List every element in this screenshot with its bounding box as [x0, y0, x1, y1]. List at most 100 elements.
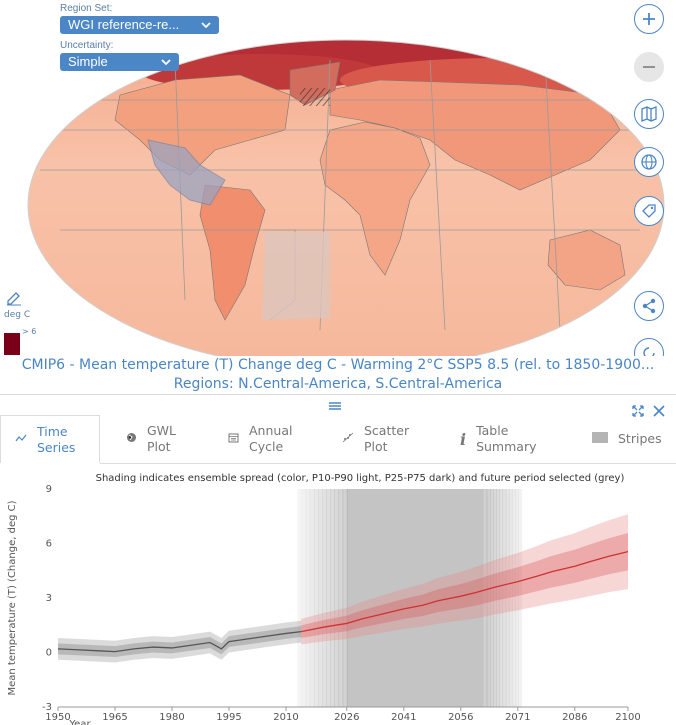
y-tick-label: 6: [46, 539, 52, 550]
x-axis-label: Year: [68, 719, 91, 725]
zoom-out-button[interactable]: [634, 52, 664, 82]
projection-button[interactable]: [634, 147, 664, 177]
tab-table-summary-label: Table Summary: [476, 423, 537, 454]
tab-annual-cycle[interactable]: Annual Cycle: [228, 415, 328, 463]
tab-scatter-plot[interactable]: Scatter Plot: [342, 415, 442, 463]
y-tick-label: 3: [46, 593, 52, 604]
caption-line-1: CMIP6 - Mean temperature (T) Change deg …: [21, 357, 655, 373]
period-shade-left: [309, 489, 315, 707]
x-tick-label: 1950: [45, 712, 70, 723]
period-shade-right: [486, 489, 491, 707]
tab-table-summary[interactable]: i Table Summary: [460, 415, 570, 463]
bottom-panel: Time Series GWL Plot Annual Cycle Scatter Pl…: [0, 394, 676, 725]
x-tick-label: 2071: [505, 712, 530, 723]
reload-icon: [643, 347, 655, 356]
period-shade-right: [508, 489, 513, 707]
close-icon: [653, 405, 665, 417]
legend-top-swatch: [4, 333, 20, 355]
x-tick-label: 2056: [448, 712, 473, 723]
x-tick-label: 1965: [102, 712, 127, 723]
map-view[interactable]: Region Set: WGI reference-re... Uncertai…: [0, 0, 676, 356]
time-series-icon: [15, 433, 27, 446]
period-shade-left: [322, 489, 327, 707]
map-layers-button[interactable]: [634, 99, 664, 129]
period-shade-left: [338, 489, 344, 707]
scatter-icon: [342, 432, 354, 446]
y-tick-label: -3: [42, 702, 52, 713]
period-shade-left: [313, 489, 319, 707]
uncertainty-label: Uncertainty:: [60, 40, 114, 51]
period-shade-left: [301, 489, 307, 707]
period-shade-right: [515, 489, 519, 707]
drag-handle[interactable]: [328, 397, 342, 416]
period-shade-right: [502, 489, 507, 707]
share-button[interactable]: [634, 291, 664, 321]
tab-stripes-label: Stripes: [618, 431, 662, 446]
period-shade-left: [297, 489, 303, 707]
tab-stripes[interactable]: Stripes: [592, 415, 672, 463]
region-set-label: Region Set:: [60, 3, 113, 14]
period-shade-right: [518, 489, 523, 707]
region-set-value: WGI reference-re...: [68, 17, 180, 32]
period-shade-right: [493, 489, 497, 707]
historical-spread-dark: [58, 626, 302, 658]
chevron-down-icon: [201, 16, 211, 41]
period-shade-left: [305, 489, 311, 707]
tab-time-series-label: Time Series: [37, 423, 76, 455]
expand-icon: [632, 405, 644, 417]
tab-annual-cycle-label: Annual Cycle: [249, 423, 293, 454]
period-shade-right: [496, 489, 500, 707]
chevron-down-icon: [161, 53, 171, 78]
future-spread-dark: [301, 532, 628, 638]
zoom-out-icon: [643, 66, 655, 68]
tab-scatter-plot-label: Scatter Plot: [364, 423, 410, 454]
period-shade-right: [512, 489, 516, 707]
y-axis-label: Mean temperature (T) (Change, deg C): [7, 500, 18, 695]
legend-top-label: > 6: [22, 327, 37, 336]
hamburger-icon: [329, 402, 341, 410]
map-caption: CMIP6 - Mean temperature (T) Change deg …: [0, 356, 676, 394]
world-map[interactable]: [0, 0, 676, 356]
tab-gwl-plot[interactable]: GWL Plot: [126, 415, 216, 463]
share-icon: [642, 298, 656, 314]
period-shade-left: [330, 489, 335, 707]
labels-button[interactable]: [634, 196, 664, 226]
x-tick-label: 1980: [159, 712, 184, 723]
uncertainty-select[interactable]: Simple: [60, 53, 179, 71]
legend-unit: deg C: [4, 310, 31, 320]
tab-underline: [100, 463, 676, 464]
tab-gwl-plot-label: GWL Plot: [147, 423, 177, 454]
period-shade-core: [346, 489, 484, 707]
close-panel-button[interactable]: [653, 402, 665, 421]
x-tick-label: 2041: [391, 712, 416, 723]
x-tick-label: 2026: [334, 712, 359, 723]
period-shade-right: [483, 489, 488, 707]
y-tick-label: 9: [46, 484, 52, 495]
time-series-chart[interactable]: Shading indicates ensemble spread (color…: [0, 467, 676, 725]
chart-title: Shading indicates ensemble spread (color…: [96, 473, 625, 484]
future-spread-light: [301, 514, 628, 645]
period-shade-left: [317, 489, 323, 707]
x-tick-label: 2010: [273, 712, 298, 723]
period-shade-left: [334, 489, 340, 707]
calendar-icon: [228, 432, 239, 446]
edit-icon: [7, 292, 21, 306]
period-shade-right: [499, 489, 504, 707]
edit-legend-button[interactable]: [6, 290, 22, 310]
stripes-icon: [592, 432, 608, 446]
x-tick-label: 1995: [216, 712, 241, 723]
y-tick-label: 0: [46, 648, 52, 659]
future-median-line: [301, 551, 629, 633]
expand-button[interactable]: [632, 402, 644, 421]
zoom-in-button[interactable]: [634, 4, 664, 34]
period-shade-right: [505, 489, 510, 707]
period-shade-right: [489, 489, 494, 707]
region-set-select[interactable]: WGI reference-re...: [60, 16, 219, 34]
x-tick-label: 2100: [615, 712, 640, 723]
map-icon: [641, 106, 657, 122]
zoom-in-icon: [643, 13, 655, 25]
uncertainty-value: Simple: [68, 54, 108, 69]
tag-icon: [642, 204, 656, 218]
period-shade-left: [342, 489, 348, 707]
tab-time-series[interactable]: Time Series: [0, 415, 100, 463]
